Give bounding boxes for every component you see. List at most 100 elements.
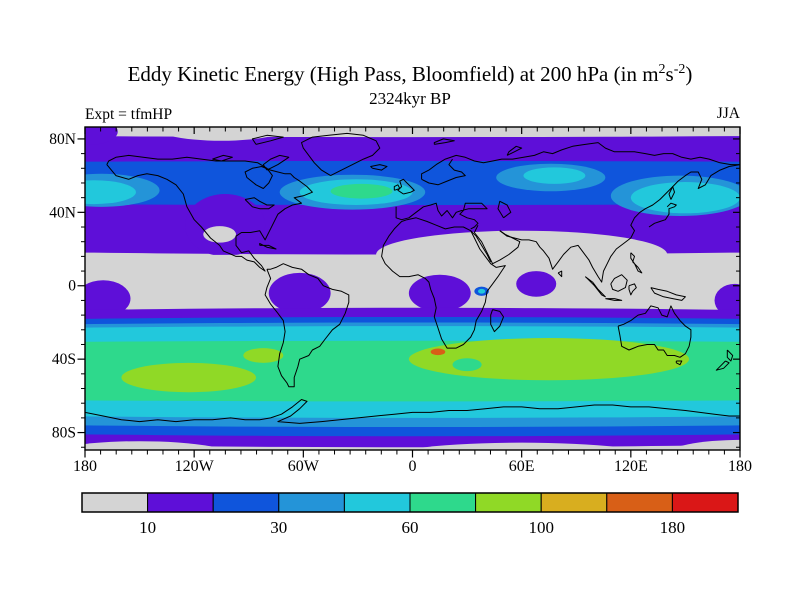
coastline (212, 154, 233, 162)
coastline (675, 360, 683, 366)
coastline (381, 217, 506, 349)
colorbar-cell (212, 492, 280, 513)
coastline (506, 145, 523, 156)
y-tick-label: 0 (68, 278, 76, 295)
coastline (421, 158, 466, 186)
title-superscript-neg2: -2 (674, 62, 686, 77)
colorbar-cell (475, 492, 542, 513)
coastline (605, 298, 623, 301)
contour-region-sh-polar-gray-east (670, 439, 740, 450)
contour-region-east-africa-cyan-spot (478, 288, 486, 294)
colorbar-label: 60 (402, 518, 419, 537)
colorbar-cell (81, 492, 149, 513)
contour-region-chile-chartreuse (243, 348, 284, 363)
contour-region-india-violet (516, 271, 557, 297)
colorbar-cell (606, 492, 673, 513)
title-mid: s (666, 62, 674, 86)
x-tick-label: 180 (73, 458, 97, 475)
contour-region-north-pacific-cyan (85, 180, 136, 205)
x-tick-label: 0 (409, 458, 417, 475)
coastline (421, 142, 740, 180)
x-tick-label: 120W (175, 458, 215, 475)
coastline (497, 200, 512, 219)
experiment-label: Expt = tfmHP (85, 106, 172, 123)
coastline (726, 349, 734, 362)
figure-subtitle: 2324kyr BP (369, 89, 451, 108)
coastline (251, 134, 284, 145)
coastline (499, 164, 740, 283)
contour-region-siberia-cyan (523, 167, 586, 184)
coastline (264, 263, 350, 388)
coastline (470, 230, 492, 263)
coastline (630, 252, 643, 274)
contour-region-mexico-gray-spot (203, 226, 237, 243)
coastline (628, 283, 637, 296)
coastline (490, 309, 504, 333)
colorbar-cell (278, 492, 345, 513)
coastlines-layer (85, 132, 740, 424)
coastline (393, 184, 401, 191)
colorbar-label: 30 (270, 518, 287, 537)
coastline (244, 197, 275, 210)
contour-region-west-pacific-violet-west (85, 280, 131, 317)
colorbar-cell (671, 492, 739, 513)
coastline (650, 287, 686, 301)
contour-region-south-pacific-chartreuse (121, 362, 257, 393)
contour-region-nh-polar-violet-west (85, 127, 118, 145)
contour-region-sh-green-band (85, 340, 740, 402)
coastline (557, 270, 563, 278)
colorbar-cell (147, 492, 214, 513)
contour-region-south-africa-green-dip (452, 358, 482, 372)
colorbar-label: 180 (660, 518, 686, 537)
x-tick-label: 180 (728, 458, 752, 475)
contour-region-north-america-violet (185, 193, 266, 257)
y-tick-label: 80S (52, 425, 76, 442)
colorbar-cell (343, 492, 411, 513)
coastline (715, 360, 730, 371)
coastline (259, 243, 277, 250)
season-label: JJA (717, 105, 741, 122)
contour-region-west-pacific-violet-east (714, 283, 740, 317)
title-superscript-2: 2 (659, 62, 666, 77)
title-end: ) (685, 62, 692, 86)
contour-region-south-africa-orange-spot (430, 348, 446, 356)
coastline (106, 154, 313, 272)
coastline (301, 132, 381, 177)
coastline (433, 138, 455, 145)
coastline (262, 154, 290, 171)
title-main: Eddy Kinetic Energy (High Pass, Bloomfie… (128, 62, 659, 86)
colorbar-cell (540, 492, 608, 513)
colorbar-border (81, 492, 739, 513)
coastline (370, 164, 388, 171)
contour-region-south-asia-gray (376, 230, 668, 279)
contour-region-north-atlantic-green-core (330, 183, 393, 199)
contour-region-indian-ocean-chartreuse (408, 338, 690, 381)
colorbar-label: 100 (528, 518, 554, 537)
x-tick-label: 60W (288, 458, 320, 475)
coastline (648, 202, 677, 228)
contour-region-south-america-violet (268, 272, 331, 314)
coastline (668, 186, 675, 200)
contour-region-sh-polar-gray-west (85, 441, 228, 450)
coastline (395, 202, 488, 230)
coastline (617, 305, 692, 358)
y-tick-label: 40S (52, 351, 76, 368)
colorbar: 10 30 60 100 180 (81, 492, 739, 537)
map-plot-area (85, 127, 740, 450)
x-tick-label: 60E (509, 458, 535, 475)
x-tick-label: 120E (614, 458, 648, 475)
contour-region-sh-polar-gray-mid (405, 442, 638, 450)
contour-region-east-asia-cyan (630, 182, 740, 214)
y-tick-label: 40N (49, 204, 76, 221)
colorbar-cell (409, 492, 477, 513)
coastline (610, 274, 628, 292)
map-axes: 180 120W 60W 0 60E 120E 180 80N 40N 0 40S 80S (49, 126, 752, 475)
contour-region-africa-violet (408, 274, 471, 312)
coastline (85, 399, 740, 424)
y-tick-label: 80N (49, 131, 76, 148)
coastline (584, 276, 606, 298)
figure-title: Eddy Kinetic Energy (High Pass, Bloomfie… (128, 62, 693, 86)
colorbar-label: 10 (139, 518, 156, 537)
